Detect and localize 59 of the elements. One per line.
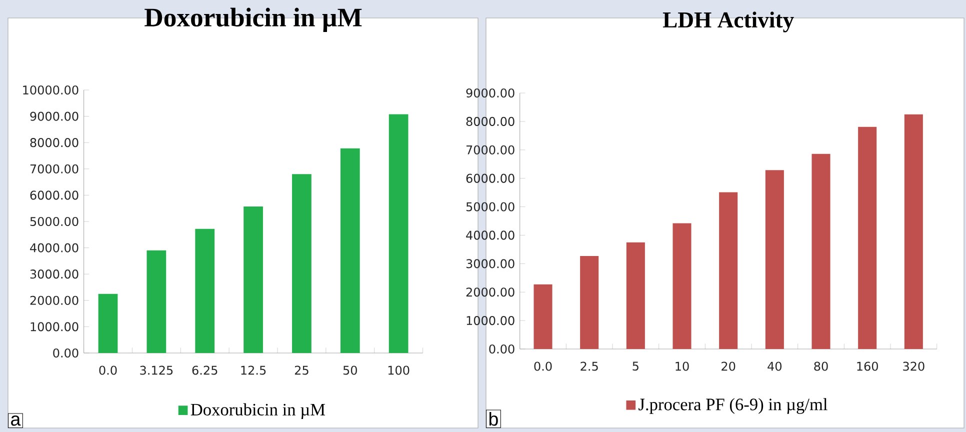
y-tick-label: 1000.00 bbox=[30, 322, 78, 332]
bar bbox=[146, 250, 166, 353]
chart-title: Doxorubicin in µM bbox=[144, 8, 362, 32]
y-tick-label: 9000.00 bbox=[466, 88, 514, 98]
y-tick-label: 7000.00 bbox=[466, 145, 514, 154]
x-tick-label: 0.0 bbox=[99, 366, 117, 375]
y-tick-label: 9000.00 bbox=[30, 112, 78, 121]
bar bbox=[626, 242, 645, 349]
bar bbox=[904, 114, 923, 349]
x-tick-label: 12.5 bbox=[241, 366, 266, 375]
y-tick-label: 8000.00 bbox=[466, 116, 514, 126]
y-tick-label: 2000.00 bbox=[466, 288, 514, 297]
bar bbox=[98, 294, 118, 353]
bar bbox=[195, 228, 215, 353]
y-tick-label: 5000.00 bbox=[30, 216, 78, 226]
y-tick-label: 5000.00 bbox=[466, 202, 514, 212]
y-tick-label: 3000.00 bbox=[466, 259, 514, 268]
x-tick-label: 10 bbox=[676, 362, 689, 371]
x-tick-label: 20 bbox=[722, 362, 736, 371]
bar bbox=[580, 256, 599, 349]
bar bbox=[812, 154, 830, 349]
x-tick-label: 6.25 bbox=[192, 366, 218, 375]
x-tick-label: 25 bbox=[294, 366, 308, 375]
y-tick-label: 3000.00 bbox=[30, 270, 78, 279]
x-tick-label: 50 bbox=[343, 366, 357, 375]
bar bbox=[340, 148, 360, 353]
bar bbox=[534, 284, 552, 349]
legend-label: J.procera PF (6-9) in µg/ml bbox=[638, 398, 828, 414]
x-tick-label: 2.5 bbox=[580, 362, 598, 371]
bar bbox=[292, 174, 312, 353]
y-tick-label: 1000.00 bbox=[466, 316, 514, 326]
y-tick-label: 6000.00 bbox=[30, 190, 78, 200]
bar bbox=[244, 206, 263, 353]
x-tick-label: 100 bbox=[388, 366, 410, 375]
y-tick-label: 10000.00 bbox=[23, 85, 78, 95]
y-tick-label: 0.00 bbox=[53, 348, 78, 358]
legend-label: Doxorubicin in µM bbox=[190, 403, 326, 420]
y-tick-label: 4000.00 bbox=[30, 243, 78, 252]
y-tick-label: 6000.00 bbox=[466, 174, 514, 183]
bar bbox=[672, 223, 692, 349]
bar bbox=[388, 114, 408, 353]
y-tick-label: 4000.00 bbox=[466, 230, 514, 240]
y-tick-label: 7000.00 bbox=[30, 164, 78, 174]
y-tick-label: 8000.00 bbox=[30, 138, 78, 148]
y-tick-label: 2000.00 bbox=[30, 296, 78, 305]
x-tick-label: 5 bbox=[632, 362, 638, 371]
y-tick-label: 0.00 bbox=[489, 344, 514, 354]
x-tick-label: 0.0 bbox=[534, 362, 552, 371]
bar bbox=[719, 192, 738, 349]
x-tick-label: 160 bbox=[857, 362, 878, 371]
x-tick-label: 40 bbox=[768, 362, 782, 371]
x-tick-label: 80 bbox=[814, 362, 828, 371]
x-tick-label: 320 bbox=[903, 362, 924, 371]
text: b bbox=[489, 412, 498, 426]
bar bbox=[858, 126, 877, 349]
x-tick-label: 3.125 bbox=[140, 366, 173, 375]
bar bbox=[765, 170, 784, 349]
text: a bbox=[11, 415, 21, 426]
chart-title: LDH Activity bbox=[662, 12, 794, 32]
